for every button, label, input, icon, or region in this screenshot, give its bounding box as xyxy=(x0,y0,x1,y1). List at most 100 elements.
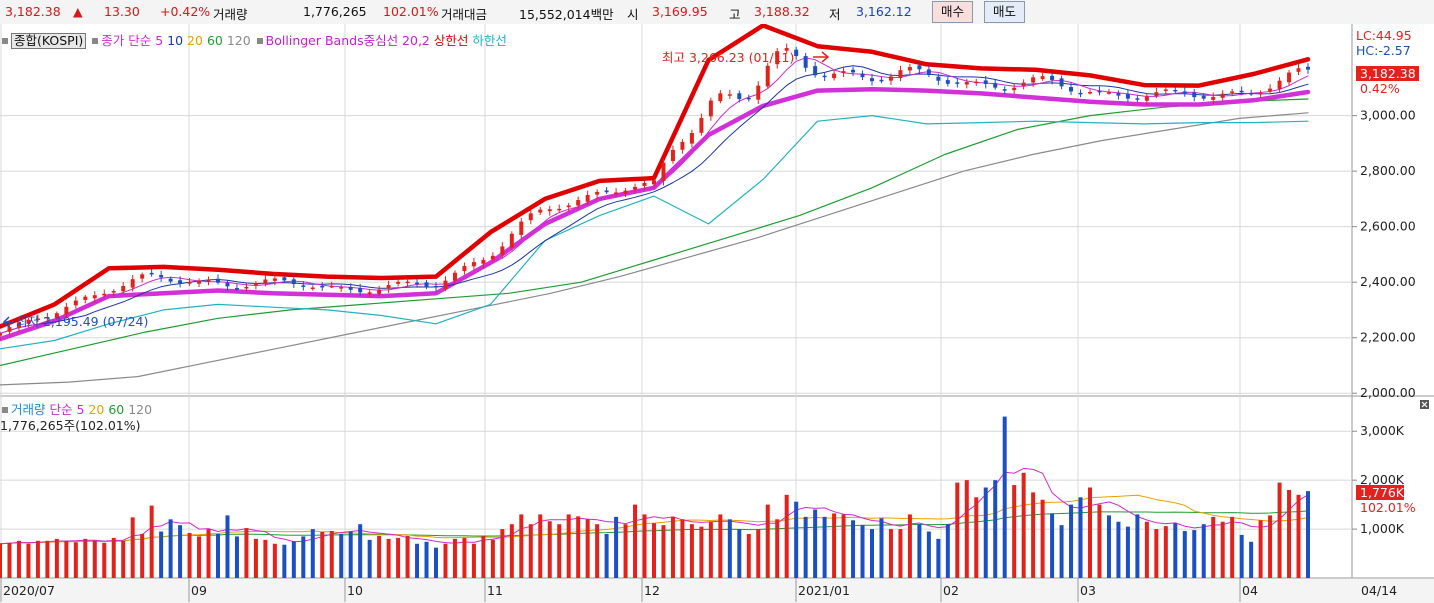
current-price-label: 3,182.38 xyxy=(1360,66,1416,81)
current-volume-tag xyxy=(1356,485,1404,500)
high-value: 3,188.32 xyxy=(754,4,810,19)
volume-bar xyxy=(367,539,372,578)
candle-body xyxy=(661,162,666,181)
volume-bar xyxy=(348,531,353,578)
volume-ma60[interactable]: 60 xyxy=(108,402,125,417)
volume-bar xyxy=(1116,521,1121,578)
volume-bar xyxy=(102,542,107,578)
volume-bar xyxy=(1306,491,1310,578)
volume-bar xyxy=(945,524,950,578)
candle-body xyxy=(708,100,713,117)
kospi-chart[interactable]: 2020/07 09 10 11 12 2021/01 02 03 04 04/14 3,000.0… xyxy=(0,24,1434,603)
volume-bar xyxy=(803,516,808,578)
high-label: 고 xyxy=(729,7,741,22)
candle-body xyxy=(670,149,675,162)
volume-bar xyxy=(689,524,694,578)
legend-ma20[interactable]: 20 xyxy=(187,33,203,48)
y-tick-label: 3,000K xyxy=(1360,423,1405,438)
candle-body xyxy=(907,67,912,71)
hc-label: HC:-2.57 xyxy=(1356,43,1411,58)
candle-body xyxy=(452,272,457,281)
legend-ma5[interactable]: 5 xyxy=(155,33,164,48)
candle-body xyxy=(936,76,941,81)
candle-body xyxy=(689,133,694,144)
volume-bar xyxy=(178,525,183,578)
legend-ma120[interactable]: 120 xyxy=(226,33,251,48)
y-tick-label: 2,200.00 xyxy=(1360,330,1416,345)
volume-bar xyxy=(291,541,296,578)
legend-square-icon xyxy=(2,407,8,413)
candle-body xyxy=(386,285,391,289)
volume-bar xyxy=(993,480,998,578)
volume-bar xyxy=(64,540,69,578)
volume-bar xyxy=(1268,515,1273,578)
x-tick-label: 09 xyxy=(191,583,207,598)
volume-bar xyxy=(130,517,135,578)
volume-bar xyxy=(898,529,903,578)
volume-bar xyxy=(140,533,145,578)
volume-bar xyxy=(1106,515,1111,578)
y-tick-label: 2,400.00 xyxy=(1360,274,1416,289)
candle-body xyxy=(121,286,126,292)
volume-label: 거래량 xyxy=(213,7,248,22)
candle-body xyxy=(822,75,827,78)
x-tick-label: 03 xyxy=(1080,583,1096,598)
volume-bar xyxy=(917,524,922,578)
index-selector-button[interactable]: 종합(KOSPI) xyxy=(11,33,87,49)
candle-body xyxy=(1211,96,1216,100)
y-tick-label: 3,000.00 xyxy=(1360,108,1416,123)
volume-bar xyxy=(471,543,476,578)
candle-body xyxy=(870,78,874,82)
candle-body xyxy=(111,291,116,293)
volume-bar xyxy=(519,514,524,578)
legend-bb-upper[interactable]: 상한선 xyxy=(433,33,469,48)
panel-close-x xyxy=(1421,401,1428,408)
candle-body xyxy=(348,286,353,290)
candle-body xyxy=(434,285,438,288)
volume-bar xyxy=(35,540,40,578)
legend-bb-lower[interactable]: 하한선 xyxy=(472,33,507,48)
legend-ma60[interactable]: 60 xyxy=(206,33,223,48)
volume-bar xyxy=(822,516,827,578)
volume-bar xyxy=(633,504,638,578)
candle-body xyxy=(1173,89,1178,92)
candle-body xyxy=(765,65,770,87)
candle-body xyxy=(35,318,40,321)
volume-legend-label[interactable]: 거래량 xyxy=(11,402,46,417)
candle-body xyxy=(1012,87,1017,91)
volume-bar xyxy=(500,529,505,578)
volume-ma20[interactable]: 20 xyxy=(88,402,105,417)
volume-bar xyxy=(832,513,837,578)
volume-bar xyxy=(168,519,173,578)
volume-bar xyxy=(1154,529,1159,578)
candle-body xyxy=(851,69,856,73)
volume-ma120[interactable]: 120 xyxy=(128,402,153,417)
candle-body xyxy=(519,221,524,235)
volume-bar xyxy=(1059,525,1064,578)
volume-bar xyxy=(983,487,988,578)
buy-button[interactable]: 매수 xyxy=(932,1,974,23)
candle-body xyxy=(888,76,893,81)
candlesticks xyxy=(0,43,1310,341)
candle-body xyxy=(415,282,420,285)
legend-bb-mid[interactable]: Bollinger Bands중심선 20,2 xyxy=(265,33,430,48)
candle-body xyxy=(1106,92,1111,94)
volume-ma5[interactable]: 5 xyxy=(76,402,85,417)
legend-ma10[interactable]: 10 xyxy=(167,33,184,48)
volume-bar xyxy=(1040,499,1045,578)
volume-bar xyxy=(765,504,770,578)
candle-body xyxy=(623,190,628,194)
volume-bar xyxy=(652,523,656,578)
candle-body xyxy=(396,281,401,284)
sell-button[interactable]: 매도 xyxy=(984,1,1026,23)
volume-ma-label: 단순 xyxy=(49,402,73,417)
candle-body xyxy=(424,282,429,287)
price-change: 13.30 xyxy=(104,4,140,19)
right-arrow-icon xyxy=(813,51,830,63)
candle-body xyxy=(538,209,543,213)
ma120-line xyxy=(0,112,1309,386)
candle-body xyxy=(614,192,619,194)
volume-bar xyxy=(1277,482,1282,578)
volume-bar xyxy=(1069,504,1074,578)
volume-bar xyxy=(1211,516,1216,578)
